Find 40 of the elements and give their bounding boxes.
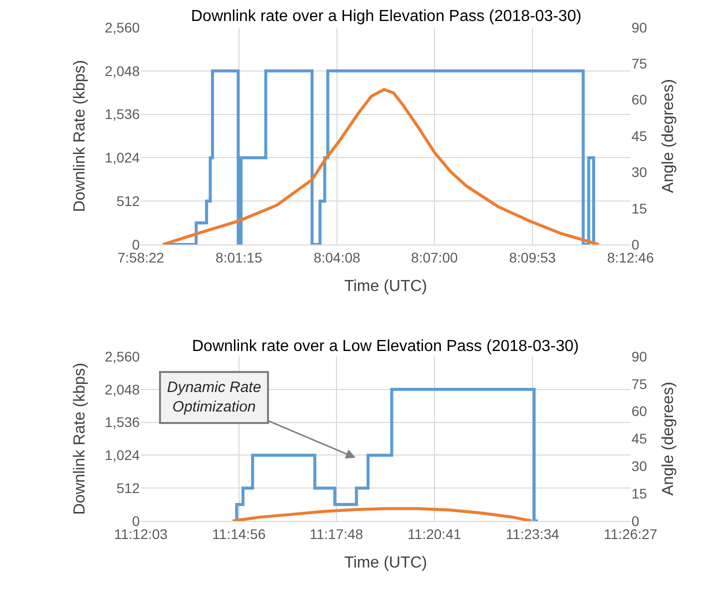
x-tick-label: 11:23:34 — [506, 526, 560, 542]
y2-tick-label: 30 — [632, 458, 648, 474]
y-axis-title: Downlink Rate (kbps) — [72, 362, 89, 515]
chart-title: Downlink rate over a Low Elevation Pass (2018-03-30) — [192, 338, 579, 355]
x-axis-title: Time (UTC) — [344, 278, 428, 296]
y2-tick-label: 15 — [632, 200, 648, 216]
y2-tick-label: 60 — [632, 92, 648, 108]
x-tick-label: 11:17:48 — [310, 526, 364, 542]
chart-title: Downlink rate over a High Elevation Pass (2018-03-30) — [191, 8, 582, 25]
x-tick-label: 8:09:53 — [509, 249, 556, 266]
y-tick-label: 2,560 — [104, 348, 140, 364]
y-axis-title: Downlink Rate (kbps) — [72, 60, 89, 212]
y2-tick-label: 45 — [632, 128, 648, 144]
y2-tick-label: 45 — [632, 430, 648, 447]
y-tick-label: 1,024 — [104, 447, 140, 464]
y2-tick-label: 15 — [632, 486, 648, 502]
x-tick-label: 8:04:08 — [314, 249, 361, 266]
y2-axis-title: Angle (degrees) — [660, 382, 677, 496]
y-tick-label: 1,536 — [104, 414, 140, 430]
y2-axis-title: Angle (degrees) — [660, 79, 677, 193]
x-axis-title: Time (UTC) — [344, 554, 428, 572]
annotation: Dynamic Rate Optimization — [167, 379, 262, 416]
y-tick-label: 2,048 — [104, 381, 140, 398]
x-tick-label: 11:14:56 — [212, 526, 266, 542]
y2-tick-label: 75 — [632, 56, 648, 72]
x-tick-label: 8:07:00 — [411, 249, 458, 266]
x-tick-label: 8:01:15 — [216, 249, 262, 266]
y-tick-label: 512 — [116, 480, 140, 496]
y2-tick-label: 60 — [632, 403, 648, 420]
y2-tick-label: 30 — [632, 164, 648, 180]
y2-tick-label: 75 — [632, 376, 648, 392]
y-tick-label: 1,536 — [104, 106, 140, 122]
y-tick-label: 2,560 — [104, 19, 140, 36]
y2-tick-label: 90 — [632, 348, 648, 364]
line-series — [231, 507, 534, 522]
y-tick-label: 2,048 — [104, 62, 140, 79]
x-tick-label: 11:20:41 — [408, 526, 462, 542]
y-tick-label: 1,024 — [104, 150, 140, 166]
y2-tick-label: 90 — [632, 19, 648, 36]
y-tick-label: 512 — [116, 193, 140, 210]
